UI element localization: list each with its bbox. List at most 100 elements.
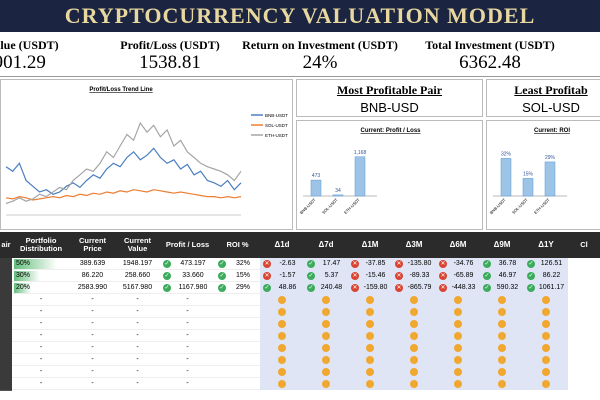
status-icon xyxy=(366,308,374,316)
empty-cell: - xyxy=(186,308,189,315)
empty-cell: - xyxy=(39,356,43,363)
empty-cell: - xyxy=(91,380,94,387)
row-line xyxy=(12,329,260,330)
empty-cell: - xyxy=(39,344,43,351)
least-profitable-panel: Least Profitab SOL-USD xyxy=(486,79,600,117)
status-icon: ✓ xyxy=(483,284,491,292)
status-icon xyxy=(454,380,462,388)
status-icon xyxy=(366,320,374,328)
cell-text: 590.32 xyxy=(496,284,519,291)
bar xyxy=(500,158,512,197)
empty-cell: - xyxy=(39,296,43,303)
column-header: Δ7d xyxy=(304,232,348,258)
cell-text: 17.47 xyxy=(322,260,341,267)
status-icon: ✕ xyxy=(439,284,447,292)
status-icon xyxy=(454,344,462,352)
status-icon: ✓ xyxy=(218,260,226,268)
status-icon xyxy=(278,368,286,376)
cell-text: 15% xyxy=(235,272,250,279)
status-icon xyxy=(410,296,418,304)
status-icon: ✓ xyxy=(483,272,491,280)
bar xyxy=(544,161,556,197)
distribution-bar xyxy=(14,283,32,293)
column-header: Δ6M xyxy=(436,232,480,258)
cell-text: 2583.990 xyxy=(77,284,108,291)
kpi-value: 6362.48 xyxy=(459,52,521,73)
row-line xyxy=(12,341,260,342)
cell-text: 46.97 xyxy=(498,272,517,279)
kpi-label: Total Investment (USDT) xyxy=(425,38,555,52)
legend-label: SOL-USDT xyxy=(265,123,288,128)
status-icon xyxy=(322,332,330,340)
status-icon xyxy=(322,356,330,364)
cell-text: -34.76 xyxy=(453,260,474,267)
cell-text: 32% xyxy=(235,260,250,267)
cell-text: -65.89 xyxy=(453,272,474,279)
status-icon xyxy=(454,356,462,364)
empty-cell: - xyxy=(186,356,189,363)
cell-text: 30% xyxy=(16,272,31,279)
cell-text: 240.48 xyxy=(320,284,343,291)
status-icon: ✓ xyxy=(163,284,171,292)
legend-label: BNB-USDT xyxy=(265,113,288,118)
empty-cell: - xyxy=(39,380,43,387)
empty-cell: - xyxy=(186,320,189,327)
trend-panel: Profit/Loss Trend Line BNB-USDT SOL-USDT ET… xyxy=(0,79,293,230)
empty-cell: - xyxy=(186,344,189,351)
status-icon xyxy=(322,368,330,376)
status-icon: ✓ xyxy=(307,284,315,292)
status-icon xyxy=(410,320,418,328)
status-icon xyxy=(498,380,506,388)
status-icon xyxy=(410,368,418,376)
empty-cell: - xyxy=(136,308,139,315)
status-icon xyxy=(366,296,374,304)
column-header: ROI % xyxy=(215,232,260,258)
status-icon: ✕ xyxy=(351,284,359,292)
cell-text: 5.37 xyxy=(324,272,339,279)
cell-text: -448.33 xyxy=(451,284,476,291)
status-icon xyxy=(366,344,374,352)
row-line xyxy=(12,305,260,306)
status-icon: ✓ xyxy=(163,272,171,280)
status-icon: ✕ xyxy=(351,272,359,280)
status-icon: ✓ xyxy=(263,284,271,292)
status-icon xyxy=(542,380,550,388)
cell-text: -2.63 xyxy=(279,260,296,267)
kpi-value: 1538.81 xyxy=(139,52,201,73)
status-icon: ✕ xyxy=(263,272,271,280)
status-icon xyxy=(498,308,506,316)
empty-cell: - xyxy=(136,296,139,303)
status-icon xyxy=(542,368,550,376)
cell-text: -37.85 xyxy=(365,260,386,267)
cell-text: 48.86 xyxy=(278,284,297,291)
column-header: Current Value xyxy=(115,232,160,258)
status-icon xyxy=(454,368,462,376)
empty-cell: - xyxy=(91,332,94,339)
value-label: 29% xyxy=(545,155,556,161)
banner-title: CRYPTOCURRENCY VALUATION MODEL xyxy=(0,0,600,32)
empty-cell: - xyxy=(91,368,94,375)
column-header: Portfolio Distribution xyxy=(12,232,70,258)
status-icon xyxy=(410,344,418,352)
pl-panel: Current: Profit / Loss 473 BNB-USDT 34 SOL-U… xyxy=(296,120,483,230)
cell-text: 258.660 xyxy=(124,272,151,279)
cell-text: 5167.980 xyxy=(122,284,153,291)
x-tick-label: ETH-USDT xyxy=(533,197,551,215)
trend-chart: Profit/Loss Trend Line BNB-USDT SOL-USDT ET… xyxy=(5,87,288,216)
row-line xyxy=(12,281,260,282)
status-icon xyxy=(542,296,550,304)
status-icon: ✓ xyxy=(527,284,535,292)
cell-text: 389.639 xyxy=(79,260,106,267)
empty-cell: - xyxy=(91,308,94,315)
status-icon xyxy=(278,308,286,316)
status-icon: ✓ xyxy=(483,260,491,268)
row-line xyxy=(12,353,260,354)
status-icon xyxy=(498,320,506,328)
row-line xyxy=(12,269,260,270)
x-tick-label: BNB-USDT xyxy=(299,197,317,215)
empty-cell: - xyxy=(136,368,139,375)
distribution-bar xyxy=(14,259,58,269)
bar xyxy=(310,179,322,197)
cell-text: -89.33 xyxy=(409,272,430,279)
bar xyxy=(354,156,366,197)
